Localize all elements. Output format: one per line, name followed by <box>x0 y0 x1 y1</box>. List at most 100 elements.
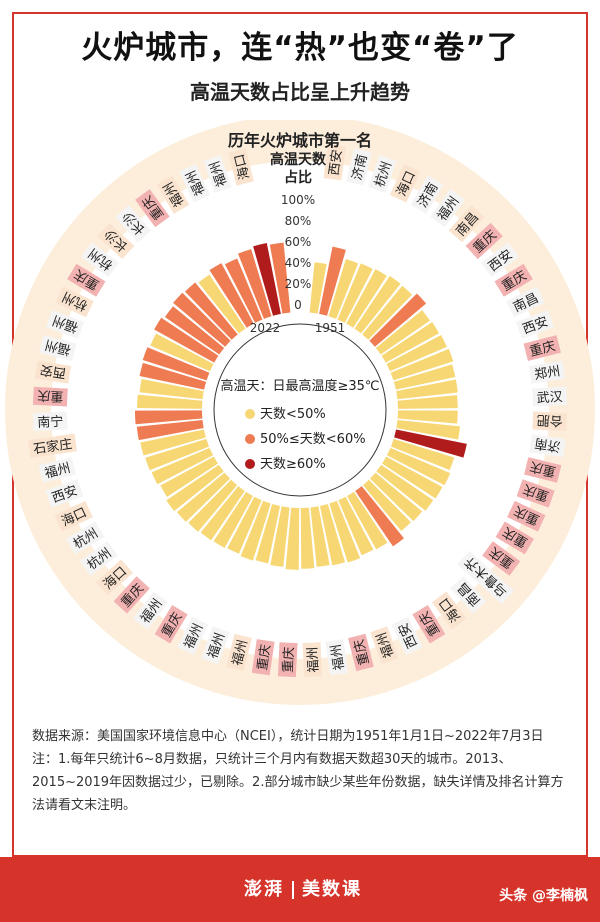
city-label-bg <box>430 189 465 228</box>
bar-year-44 <box>140 429 206 456</box>
bar-year-10 <box>386 334 447 372</box>
city-label-bg <box>228 148 254 186</box>
bar-year-52 <box>154 317 219 363</box>
city-label-45: 石家庄 <box>28 433 78 459</box>
city-label-bg <box>97 222 135 260</box>
bar-year-27 <box>329 500 361 563</box>
inner-disk <box>204 314 396 506</box>
city-label-bg <box>302 642 323 678</box>
city-label-bg <box>156 175 190 214</box>
city-label-text: 海口 <box>232 152 253 181</box>
city-label-text: 重庆 <box>528 458 557 480</box>
city-label-bg <box>348 633 374 672</box>
city-label-13: 郑州 <box>528 360 566 384</box>
city-label-bg <box>495 521 534 555</box>
bar-year-45 <box>136 419 204 441</box>
bar-year-47 <box>137 394 203 409</box>
city-label-bg <box>515 310 555 339</box>
city-label-text: 福州 <box>43 461 72 482</box>
city-label-bg <box>482 541 521 576</box>
bar-year-58 <box>224 258 263 323</box>
chart-title: 历年火炉城市第一名 <box>228 131 372 150</box>
bar-year-12 <box>393 364 456 390</box>
city-label-bg <box>450 576 487 614</box>
bar-year-0 <box>309 262 327 314</box>
bar-year-20 <box>382 456 443 499</box>
city-label-44: 福州 <box>38 457 76 483</box>
bar-year-38 <box>188 479 238 532</box>
bar-year-61 <box>269 242 291 314</box>
city-label-28: 重庆 <box>348 633 374 672</box>
city-label-text: 重庆 <box>254 643 274 671</box>
notes: 数据来源：美国国家环境信息中心（NCEI），统计日期为1951年1月1日~202… <box>32 725 572 817</box>
city-label-bg <box>532 386 568 407</box>
city-label-16: 济南 <box>529 434 566 458</box>
city-label-bg <box>346 148 372 186</box>
bar-year-51 <box>150 333 214 372</box>
city-label-text: 郑州 <box>533 364 561 383</box>
watermark: 头条 @李楠枫 <box>499 888 588 904</box>
bar-year-40 <box>166 464 224 512</box>
city-label-bg <box>529 434 566 458</box>
bar-year-59 <box>238 249 272 319</box>
y-axis-label-line1: 高温天数 <box>270 151 327 168</box>
bar-year-41 <box>160 456 218 497</box>
city-label-bg <box>115 205 152 243</box>
legend-label-1: 50%≤天数<60% <box>260 432 366 447</box>
bar-year-23 <box>362 479 411 531</box>
city-label-46: 南宁 <box>32 411 68 432</box>
logo-separator <box>292 881 294 899</box>
city-label-bg <box>506 286 545 318</box>
city-label-text: 福州 <box>230 638 251 667</box>
footer: 澎湃 美数课 头条 @李楠枫 <box>0 857 600 922</box>
bar-year-16 <box>396 419 461 440</box>
city-label-bg <box>391 616 423 656</box>
city-label-text: 重庆 <box>528 338 557 360</box>
bar-year-49 <box>139 362 207 390</box>
city-label-30: 福州 <box>302 642 323 678</box>
city-label-60: 海口 <box>228 148 254 186</box>
city-label-bg <box>81 242 120 278</box>
city-label-bg <box>154 605 188 644</box>
city-label-bg <box>389 164 421 203</box>
city-label-bg <box>277 642 298 678</box>
y-tick-3: 40% <box>285 256 312 270</box>
city-label-bg <box>448 205 485 243</box>
city-label-14: 武汉 <box>532 386 568 407</box>
city-label-bg <box>523 335 561 362</box>
data-source: 数据来源：美国国家环境信息中心（NCEI），统计日期为1951年1月1日~202… <box>32 729 544 744</box>
city-label-bg <box>177 616 209 656</box>
city-label-bg <box>524 457 562 483</box>
bar-year-31 <box>285 507 300 570</box>
city-label-bg <box>66 521 105 555</box>
bar-year-9 <box>381 322 440 363</box>
city-label-text: 济南 <box>349 153 371 182</box>
city-label-text: 西安 <box>327 149 345 177</box>
y-tick-0: 100% <box>281 193 315 207</box>
city-label-bg <box>67 263 106 297</box>
city-label-text: 福州 <box>44 336 73 357</box>
city-label-bg <box>494 263 533 297</box>
bar-year-34 <box>240 500 271 561</box>
city-label-47: 重庆 <box>32 386 68 407</box>
footnote: 注：1.每年只统计6~8月数据，只统计三个月内有数据天数超30天的城市。2013… <box>32 752 564 813</box>
logo-right: 美数课 <box>302 879 362 900</box>
legend-title: 高温天：日最高温度≥35℃ <box>220 378 379 394</box>
bar-year-5 <box>354 275 401 334</box>
bar-year-7 <box>369 293 427 347</box>
city-label-text: 合肥 <box>536 412 563 428</box>
city-label-bg <box>38 457 76 483</box>
bar-year-8 <box>375 310 430 355</box>
city-label-text: 西安 <box>39 361 67 380</box>
city-label-bg <box>113 576 150 614</box>
inner-circle <box>213 323 387 497</box>
city-label-bg <box>54 500 93 532</box>
city-label-12: 重庆 <box>523 335 561 362</box>
bar-year-24 <box>355 486 404 547</box>
city-label-bg <box>465 222 503 260</box>
city-label-bg <box>95 559 134 596</box>
city-label-bg <box>370 626 399 665</box>
city-label-bg <box>135 189 170 228</box>
city-label-bg <box>251 639 275 676</box>
legend-swatch-0 <box>245 409 255 419</box>
